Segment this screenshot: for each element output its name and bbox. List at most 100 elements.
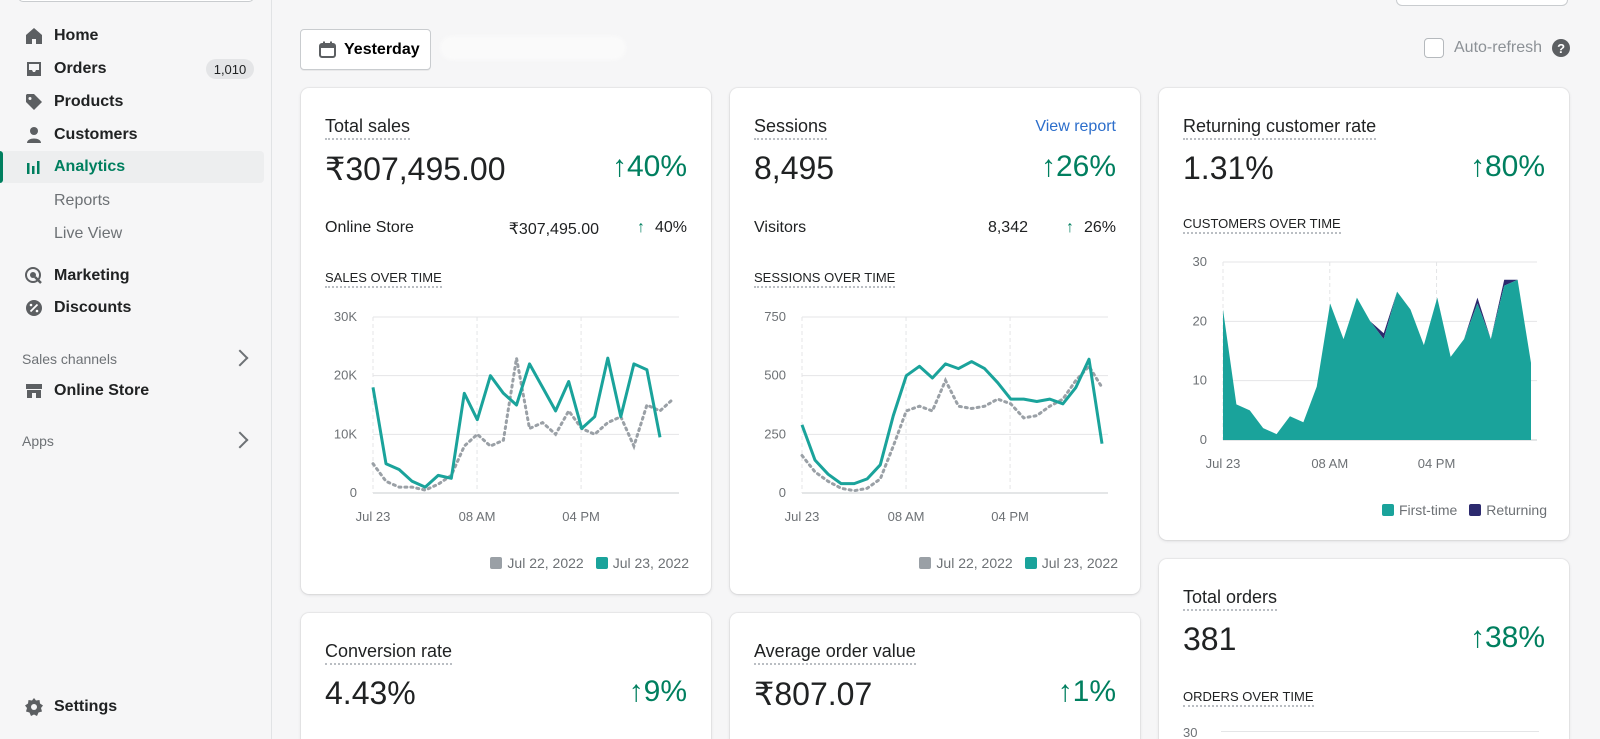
sidebar-item-label: Marketing [54, 267, 130, 284]
y-tick-label: 20K [334, 368, 357, 383]
y-tick-label: 0 [1200, 432, 1207, 447]
card-title[interactable]: Total orders [1183, 587, 1278, 611]
grid-line [1221, 731, 1539, 732]
sidebar-item-online-store[interactable]: Online Store [0, 375, 264, 407]
y-tick-label: 20 [1193, 313, 1207, 328]
card-title[interactable]: Average order value [754, 641, 916, 665]
x-tick-label: 08 AM [459, 509, 496, 524]
y-tick-label: 30K [334, 309, 357, 324]
tag-icon [26, 94, 42, 110]
row-change: ↑ 26% [1066, 219, 1116, 237]
previous-period-line [371, 357, 675, 492]
up-arrow-icon: ↑ [1065, 219, 1074, 236]
row-label: Visitors [754, 219, 807, 236]
chevron-right-icon[interactable] [231, 431, 249, 449]
y-tick-label: 0 [350, 485, 357, 500]
y-tick-label: 10K [334, 426, 357, 441]
help-icon[interactable]: ? [1552, 39, 1571, 57]
card-change: ↑1% [1057, 675, 1116, 708]
chart-legend: Jul 22, 2022 Jul 23, 2022 [907, 555, 1118, 571]
x-tick-label: 04 PM [991, 509, 1029, 524]
auto-refresh-checkbox[interactable] [1424, 38, 1444, 58]
bar-chart-icon [27, 161, 40, 174]
calendar-icon [319, 41, 336, 58]
chart-legend: Jul 22, 2022 Jul 23, 2022 [478, 555, 689, 571]
legend-label-first-time: First-time [1398, 502, 1458, 518]
legend-swatch-previous [919, 557, 932, 569]
y-tick-label: 500 [764, 368, 786, 383]
sidebar-subitem-reports[interactable]: Reports [54, 192, 111, 209]
card-value: 8,495 [754, 150, 835, 186]
row-label: Online Store [325, 219, 414, 236]
legend-swatch-returning [1469, 504, 1482, 516]
sidebar-item-customers[interactable]: Customers [0, 119, 264, 151]
card-title[interactable]: Conversion rate [325, 641, 453, 665]
sidebar-item-marketing[interactable]: Marketing [0, 260, 264, 292]
row-value: 8,342 [987, 219, 1028, 236]
legend-swatch-current [1024, 557, 1037, 569]
sidebar-item-products[interactable]: Products [0, 86, 264, 118]
sidebar-item-label: Products [54, 93, 124, 110]
row-change: ↑ 40% [637, 219, 687, 237]
sessions-chart: 0 250 500 750 Jul 23 08 AM 04 PM [764, 309, 1108, 524]
legend-label-current: Jul 23, 2022 [1041, 555, 1118, 571]
chart-title[interactable]: SALES OVER TIME [325, 270, 442, 288]
current-period-line [800, 357, 1104, 486]
inbox-icon [27, 62, 41, 76]
sidebar-item-orders[interactable]: Orders 1,010 [0, 53, 264, 85]
legend-swatch-first-time [1381, 504, 1394, 516]
returning-customer-card: Returning customer rate 1.31% ↑80% CUSTO… [1159, 88, 1569, 540]
card-change: ↑38% [1469, 621, 1545, 654]
gear-icon [25, 698, 43, 716]
chart-title[interactable]: ORDERS OVER TIME [1183, 689, 1314, 707]
card-change: ↑26% [1040, 150, 1116, 183]
sidebar-item-settings[interactable]: Settings [0, 691, 264, 723]
sidebar: Home Orders 1,010 Products Customers Ana… [0, 0, 272, 739]
card-title[interactable]: Sessions [754, 116, 828, 140]
legend-label-previous: Jul 22, 2022 [936, 555, 1013, 571]
x-tick-label: 08 AM [888, 509, 925, 524]
date-range-button[interactable]: Yesterday [300, 29, 431, 70]
card-value: 4.43% [325, 675, 416, 711]
total-orders-card: Total orders 381 ↑38% ORDERS OVER TIME 3… [1159, 559, 1569, 739]
sidebar-item-label: Online Store [54, 382, 150, 399]
sidebar-item-label: Analytics [54, 158, 126, 175]
card-title[interactable]: Total sales [325, 116, 411, 140]
discount-icon [26, 300, 42, 316]
sidebar-item-label: Orders [54, 60, 107, 77]
legend-label-returning: Returning [1486, 502, 1547, 518]
store-icon [26, 384, 42, 398]
sidebar-subitem-live-view[interactable]: Live View [54, 225, 123, 242]
sidebar-item-analytics[interactable]: Analytics [0, 151, 264, 183]
first-time-area [1223, 279, 1531, 440]
top-right-control[interactable] [1396, 0, 1568, 6]
sidebar-item-discounts[interactable]: Discounts [0, 292, 264, 324]
x-tick-label: 08 AM [1311, 456, 1348, 471]
sidebar-item-label: Customers [54, 126, 138, 143]
row-change-value: 40% [654, 219, 687, 236]
auto-refresh-control: Auto-refresh ? [1424, 38, 1571, 58]
card-value: 1.31% [1183, 150, 1274, 186]
sidebar-item-label: Settings [54, 698, 118, 715]
chart-title[interactable]: SESSIONS OVER TIME [754, 270, 896, 288]
sidebar-item-home[interactable]: Home [0, 20, 264, 52]
chevron-right-icon[interactable] [231, 349, 249, 367]
y-tick-label: 10 [1193, 373, 1207, 388]
card-value: 381 [1183, 621, 1237, 657]
legend-swatch-previous [490, 557, 503, 569]
average-order-value-card: Average order value ₹807.07 ↑1% [730, 613, 1140, 739]
redacted-comparison [440, 36, 626, 60]
store-selector[interactable] [18, 0, 254, 2]
row-change-value: 26% [1083, 219, 1116, 236]
previous-period-line [800, 363, 1104, 493]
sidebar-item-label: Discounts [54, 299, 132, 316]
sessions-card: Sessions View report 8,495 ↑ 26% Visitors… [730, 88, 1140, 594]
card-change: ↑80% [1469, 150, 1545, 183]
card-title[interactable]: Returning customer rate [1183, 116, 1377, 140]
auto-refresh-label: Auto-refresh [1454, 39, 1543, 56]
view-report-link[interactable]: View report [1035, 118, 1116, 135]
apps-heading: Apps [22, 433, 54, 449]
total-sales-card: Total sales ₹307,495.00 ↑ 40% Online Stor… [301, 88, 711, 594]
chart-title[interactable]: CUSTOMERS OVER TIME [1183, 216, 1341, 234]
customers-chart: 0 10 20 30 Jul 23 08 AM 04 PM [1193, 254, 1537, 471]
